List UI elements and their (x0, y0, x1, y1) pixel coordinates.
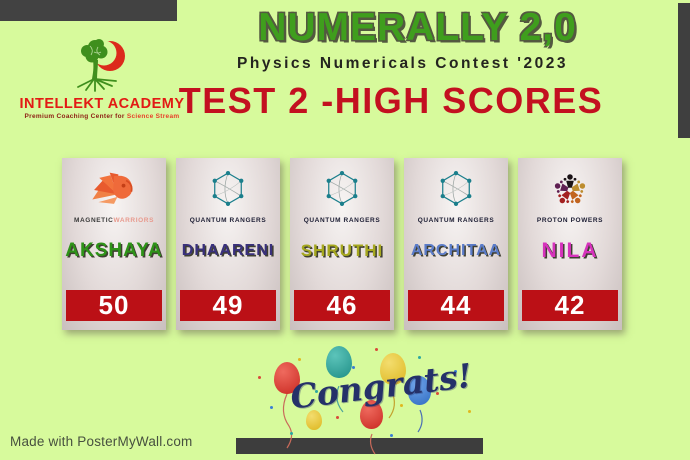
confetti-dot (258, 376, 261, 379)
academy-tagline: Premium Coaching Center for Science Stre… (12, 113, 192, 120)
confetti-dot (454, 370, 457, 373)
score-value: 50 (98, 290, 130, 320)
student-name: ARCHITAA (410, 242, 502, 259)
confetti-dot (336, 416, 339, 419)
confetti-dot (298, 358, 301, 361)
team-name: QUANTUM RANGERS (417, 217, 495, 224)
student-name: AKSHAYA (65, 240, 163, 261)
confetti-dot (436, 392, 439, 395)
team-name: PROTON POWERS (536, 217, 604, 224)
confetti-dot (315, 390, 318, 393)
academy-logo-block: INTELLEKT ACADEMY Premium Coaching Cente… (12, 34, 192, 120)
student-name: DHAARENI (181, 242, 275, 259)
student-name: NILA (541, 239, 599, 262)
tree-logo-icon (77, 39, 125, 92)
quantum-cube-icon (290, 165, 394, 215)
team-name-part: MAGNETIC (73, 217, 114, 224)
score-band: 44 (408, 290, 504, 321)
contest-title: NUMERALLY 2,0 (258, 6, 577, 49)
balloon-strings (282, 386, 423, 455)
score-band: 42 (522, 290, 618, 321)
confetti-dot (390, 434, 393, 437)
balloon-teal (326, 346, 352, 378)
page-title: TEST 2 -HIGH SCORES (178, 80, 604, 121)
score-card-nila: PROTON POWERS NILA 42 (518, 158, 622, 330)
lion-warrior-icon (62, 165, 166, 215)
confetti-dot (418, 356, 421, 359)
score-card-shruthi: QUANTUM RANGERS SHRUTHI 46 (290, 158, 394, 330)
tagline-highlight: Science Stream (126, 113, 180, 120)
tagline-prefix: Premium Coaching Center for (24, 113, 127, 120)
score-card-akshaya: MAGNETICWARRIORS AKSHAYA 50 (62, 158, 166, 330)
score-band: 46 (294, 290, 390, 321)
score-card-architaa: QUANTUM RANGERS ARCHITAA 44 (404, 158, 508, 330)
team-name-part: WARRIORS (113, 217, 155, 224)
quantum-cube-icon (176, 165, 280, 215)
score-card-dhaareni: QUANTUM RANGERS DHAARENI 49 (176, 158, 280, 330)
confetti-dot (400, 404, 403, 407)
balloon-red (274, 362, 300, 394)
postermywall-credit: Made with PosterMyWall.com (10, 434, 193, 449)
score-value: 42 (554, 290, 586, 320)
bottom-bar (236, 438, 483, 454)
score-band: 50 (66, 290, 162, 321)
confetti-dot (352, 366, 355, 369)
balloon-yellow (306, 410, 322, 430)
confetti-dot (290, 432, 293, 435)
score-band: 49 (180, 290, 276, 321)
confetti-dot (468, 410, 471, 413)
top-left-bar (0, 0, 177, 21)
academy-name: INTELLEKT ACADEMY (19, 96, 185, 112)
proton-people-icon (518, 165, 622, 215)
balloon-yellow (380, 353, 406, 385)
score-value: 49 (212, 290, 244, 320)
confetti-dot (270, 406, 273, 409)
score-value: 46 (326, 290, 358, 320)
quantum-cube-icon (404, 165, 508, 215)
balloon-blue (408, 376, 431, 405)
top-right-bar (678, 3, 690, 138)
confetti-dot (375, 348, 378, 351)
score-value: 44 (440, 290, 472, 320)
team-name: MAGNETICWARRIORS (62, 217, 166, 224)
student-name: SHRUTHI (300, 241, 384, 260)
balloon-red (360, 400, 383, 429)
team-name: QUANTUM RANGERS (189, 217, 267, 224)
contest-subtitle: Physics Numericals Contest '2023 (237, 55, 568, 72)
team-name: QUANTUM RANGERS (303, 217, 381, 224)
congrats-graphic: Congrats! (240, 346, 490, 455)
